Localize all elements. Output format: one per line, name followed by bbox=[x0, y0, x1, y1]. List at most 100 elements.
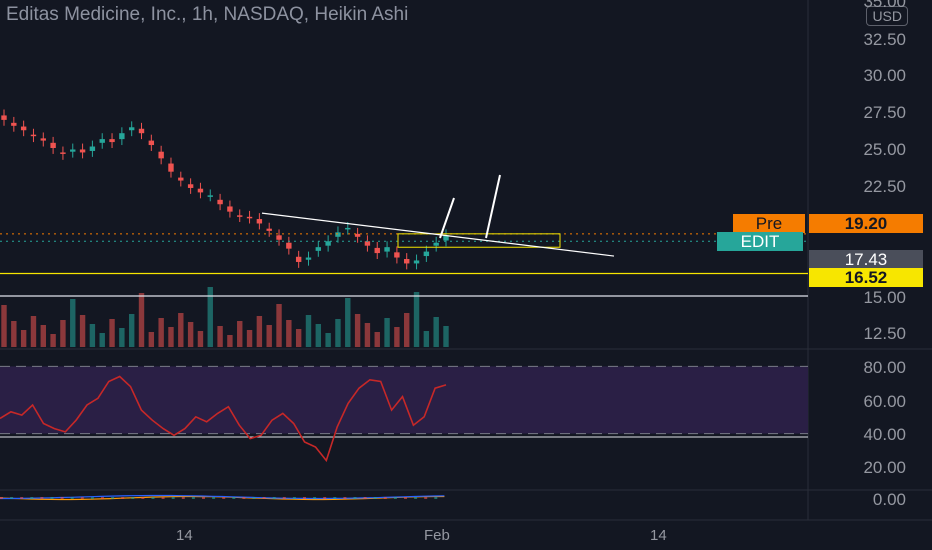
candle-body bbox=[404, 259, 410, 264]
price-axis-label: 12.50 bbox=[863, 324, 906, 343]
candle-body bbox=[207, 195, 213, 197]
volume-bar bbox=[276, 304, 282, 347]
volume-bar bbox=[404, 313, 410, 347]
volume-bar bbox=[394, 327, 400, 347]
volume-bar bbox=[138, 293, 145, 347]
candle-body bbox=[295, 256, 302, 262]
candle-body bbox=[11, 122, 17, 126]
candle-body bbox=[109, 139, 115, 143]
macd-histogram-bar bbox=[252, 497, 256, 499]
rsi-axis-label: 40.00 bbox=[863, 425, 906, 444]
volume-bar bbox=[384, 318, 390, 347]
volume-bar bbox=[345, 298, 351, 347]
candle-body bbox=[413, 260, 420, 264]
macd-line bbox=[0, 494, 445, 500]
macd-histogram-bar bbox=[333, 497, 337, 499]
macd-histogram-bar bbox=[161, 497, 165, 499]
macd-histogram-bar bbox=[30, 497, 34, 499]
candle-body bbox=[217, 199, 223, 205]
range-box bbox=[397, 233, 561, 248]
rsi-indicator bbox=[0, 365, 808, 463]
drawing-lines bbox=[0, 174, 808, 297]
volume-bar bbox=[119, 328, 125, 347]
macd-histogram-bar bbox=[50, 497, 54, 499]
volume-bar bbox=[20, 330, 27, 347]
macd-histogram-bar bbox=[282, 497, 286, 499]
macd-histogram-bar bbox=[151, 497, 155, 499]
macd-histogram-bar bbox=[303, 497, 306, 499]
price-axis-label: 30.00 bbox=[863, 66, 906, 85]
candle-body bbox=[1, 115, 7, 120]
price-axis-label: 22.50 bbox=[863, 177, 906, 196]
macd-histogram-bar bbox=[60, 497, 64, 499]
rsi-axis-label: 60.00 bbox=[863, 392, 906, 411]
macd-histogram-bar bbox=[90, 497, 94, 499]
volume-bar bbox=[70, 299, 76, 347]
macd-histogram-bar bbox=[191, 497, 195, 499]
currency-selector[interactable]: USD bbox=[866, 6, 908, 26]
candle-body bbox=[315, 247, 322, 251]
candle-body bbox=[384, 247, 390, 252]
macd-histogram-bar bbox=[141, 497, 145, 499]
macd-histogram-bar bbox=[111, 497, 115, 499]
price-axis-label: 32.50 bbox=[863, 30, 906, 49]
candle-body bbox=[30, 134, 37, 137]
candle-body bbox=[345, 227, 351, 230]
macd-histogram-bar bbox=[121, 497, 125, 499]
volume-bar bbox=[295, 329, 302, 347]
volume-bar bbox=[11, 321, 17, 347]
symbol-tag: EDIT bbox=[717, 232, 803, 251]
candle-body bbox=[394, 252, 400, 258]
volume-bar bbox=[315, 324, 322, 347]
candle-body bbox=[187, 184, 194, 188]
macd-histogram-bar bbox=[101, 497, 104, 499]
volume-bar bbox=[60, 320, 66, 347]
candle-body bbox=[119, 133, 125, 140]
volume-bar bbox=[433, 317, 439, 347]
candle-body bbox=[433, 242, 439, 246]
volume-bar bbox=[79, 315, 86, 347]
macd-histogram-bar bbox=[353, 497, 357, 499]
candle-body bbox=[158, 151, 164, 159]
macd-histogram-bar bbox=[232, 497, 236, 499]
macd-histogram-bar bbox=[70, 497, 74, 499]
candle-body bbox=[20, 126, 27, 131]
volume-bar bbox=[99, 333, 105, 347]
candle-body bbox=[286, 242, 292, 249]
support-price-tag: 16.52 bbox=[809, 268, 923, 287]
candle-body bbox=[256, 219, 263, 224]
projection-line bbox=[485, 174, 501, 239]
macd-histogram-bar bbox=[292, 497, 296, 499]
macd-histogram-bar bbox=[313, 497, 317, 499]
volume-bar bbox=[197, 331, 204, 347]
candle-body bbox=[237, 215, 243, 217]
volume-bar bbox=[40, 325, 46, 347]
volume-bar bbox=[364, 323, 371, 347]
volume-bar bbox=[158, 318, 164, 347]
volume-bar bbox=[50, 334, 56, 347]
candle-body bbox=[148, 140, 155, 146]
macd-histogram-bar bbox=[434, 497, 438, 499]
candle-body bbox=[99, 139, 105, 143]
price-axis-label: 25.00 bbox=[863, 140, 906, 159]
candle-body bbox=[168, 163, 174, 172]
volume-bar bbox=[325, 333, 331, 347]
volume-bar bbox=[246, 330, 253, 347]
candle-body bbox=[197, 188, 204, 193]
macd-histogram-bar bbox=[222, 497, 226, 499]
macd-histogram-bar bbox=[171, 497, 175, 499]
price-axis-label: 35.00 bbox=[863, 0, 906, 11]
trendline bbox=[261, 212, 615, 257]
macd-histogram-bar bbox=[181, 497, 185, 499]
candle-body bbox=[79, 149, 86, 153]
volume-bar bbox=[335, 319, 341, 347]
macd-histogram-bar bbox=[404, 497, 407, 499]
macd-histogram-bar bbox=[242, 497, 246, 499]
candlestick-series bbox=[1, 109, 449, 270]
volume-bar bbox=[207, 287, 213, 347]
volume-bar bbox=[217, 326, 223, 347]
macd-histogram-bar bbox=[10, 497, 14, 499]
candle-body bbox=[50, 142, 56, 148]
macd-histogram-bar bbox=[373, 497, 377, 499]
